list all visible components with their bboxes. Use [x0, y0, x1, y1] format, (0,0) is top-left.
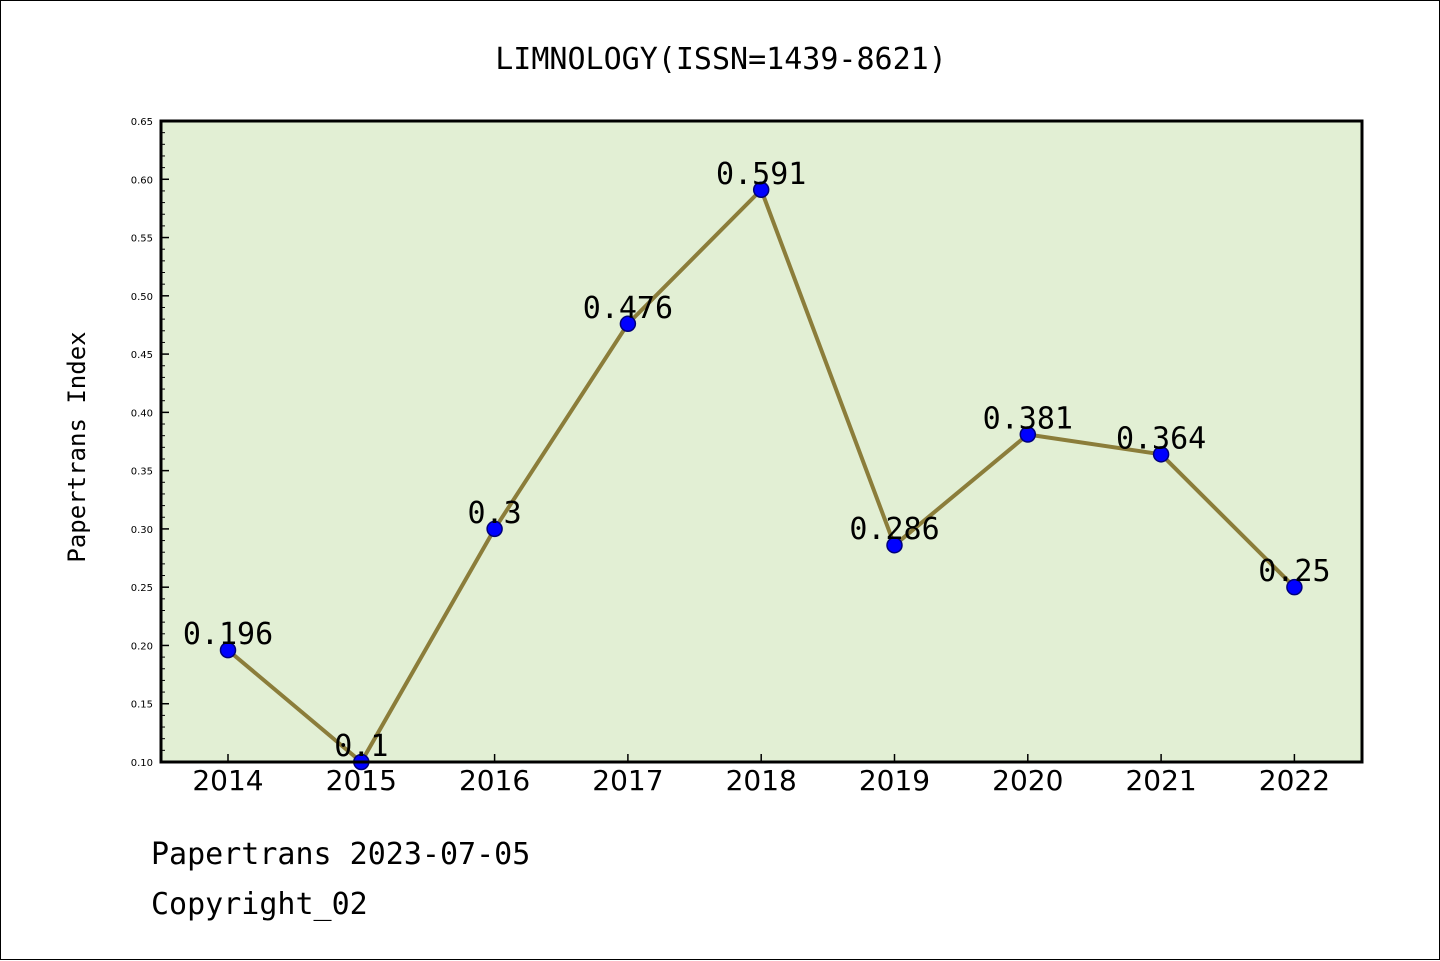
y-tick-label: 0.35: [131, 467, 153, 478]
data-point-2021: [1152, 446, 1170, 463]
data-label-2022: 0.25: [1258, 554, 1330, 589]
data-label-2019: 0.286: [849, 512, 939, 547]
data-point-2018: [752, 181, 770, 199]
x-axis-ticks: 2014 2015 2016 2017 2018 2019 2020 2021 2022: [192, 754, 1330, 797]
data-label-2015: 0.1: [334, 729, 388, 764]
x-tick-label: 2020: [992, 764, 1063, 797]
y-tick-label: 0.25: [131, 583, 153, 594]
y-tick-label: 0.10: [131, 758, 153, 769]
y-tick-label: 0.55: [131, 234, 153, 245]
y-tick-label: 0.20: [131, 641, 153, 652]
data-point-2017: [619, 315, 637, 333]
data-label-2016: 0.3: [468, 496, 522, 531]
data-point-2020: [1019, 426, 1037, 443]
data-label-2020: 0.381: [983, 402, 1073, 437]
y-axis-label: Papertrans Index: [63, 331, 91, 562]
y-tick-label: 0.40: [131, 408, 153, 419]
y-tick-label: 0.45: [131, 350, 153, 361]
footer-copyright: Copyright_02: [151, 887, 368, 922]
y-tick-label: 0.65: [131, 117, 153, 128]
x-tick-label: 2017: [592, 764, 663, 797]
x-tick-label: 2018: [726, 764, 797, 797]
y-axis-ticks: 0.10 0.15 0.20 0.25 0.30 0.35 0.40 0.45 0.50 0.55…: [131, 117, 169, 769]
plot-area: [161, 121, 1362, 762]
x-tick-label: 2019: [859, 764, 930, 797]
x-tick-label: 2016: [459, 764, 530, 797]
chart-title: LIMNOLOGY(ISSN=1439-8621): [495, 42, 947, 77]
data-label-2017: 0.476: [583, 291, 673, 326]
x-tick-label: 2021: [1125, 764, 1196, 797]
data-point-2014: [219, 641, 237, 659]
plot-border: [159, 119, 1364, 764]
y-tick-label: 0.50: [131, 292, 153, 303]
y-tick-label: 0.30: [131, 525, 153, 536]
data-label-2018: 0.591: [716, 157, 806, 192]
footer-date: Papertrans 2023-07-05: [151, 837, 531, 872]
x-tick-label: 2022: [1259, 764, 1330, 797]
y-tick-label: 0.15: [131, 700, 153, 711]
data-point-2022: [1286, 578, 1303, 596]
data-point-2019: [886, 536, 903, 554]
y-tick-label: 0.60: [131, 175, 153, 186]
data-label-2014: 0.196: [183, 617, 273, 652]
data-labels: 0.196 0.1 0.3 0.476 0.591 0.286 0.381 0.364 0.25: [183, 157, 1331, 764]
data-label-2021: 0.364: [1116, 421, 1206, 456]
x-tick-label: 2014: [192, 764, 263, 797]
data-point-2016: [486, 520, 503, 538]
